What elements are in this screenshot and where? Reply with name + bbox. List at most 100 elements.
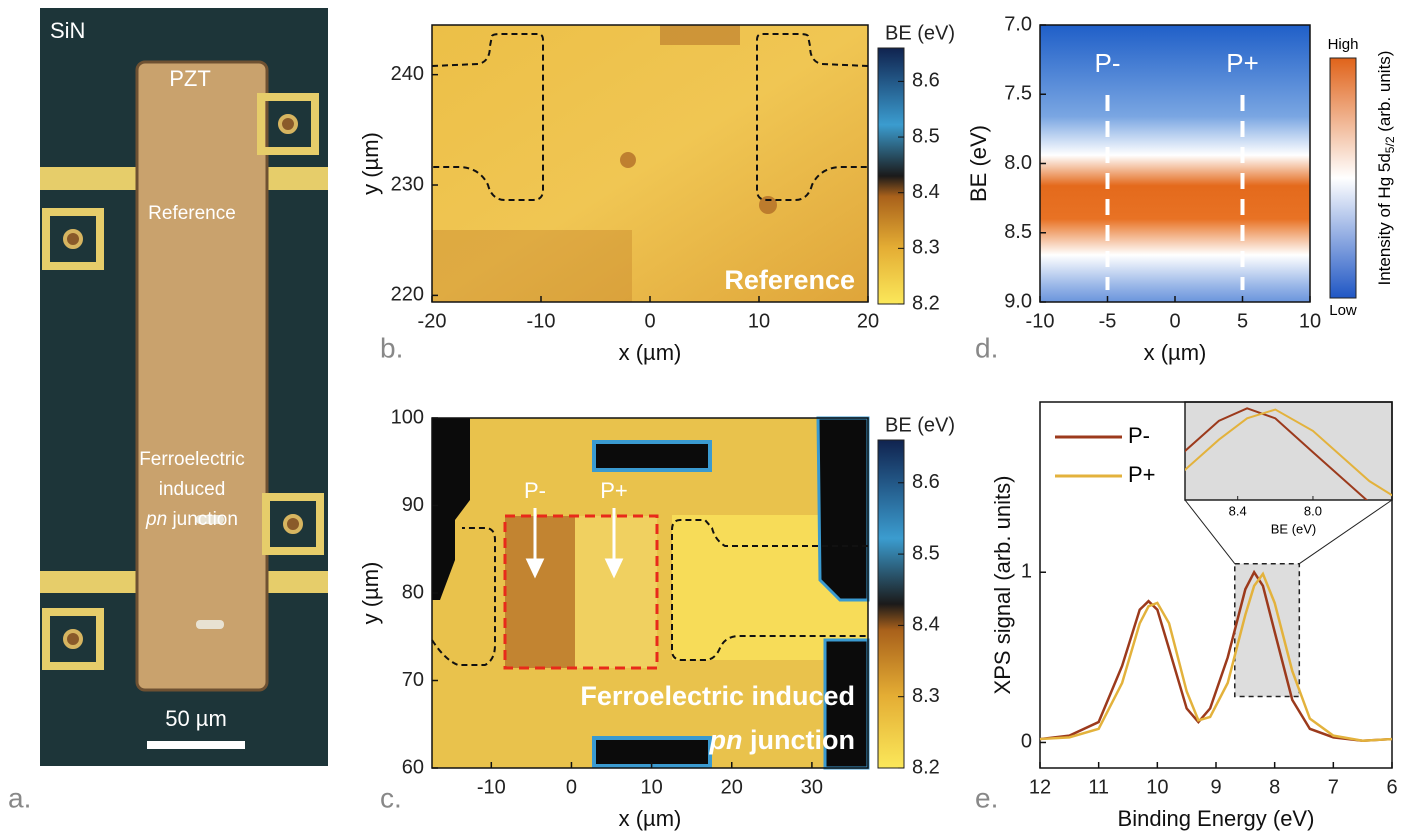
series-line — [1040, 574, 1392, 741]
x-tick-label: 12 — [1029, 776, 1051, 798]
y-tick-label: 90 — [402, 494, 424, 516]
y-tick-label: 0 — [1021, 731, 1032, 753]
colorbar-tick-label: 8.5 — [912, 125, 940, 147]
colorbar-low: Low — [1329, 302, 1357, 319]
figure: SiN PZT Reference Ferroelectric induced … — [0, 0, 1413, 836]
x-tick-label: 11 — [1088, 776, 1109, 798]
marker-label: P+ — [1226, 48, 1259, 78]
colorbar-title-sub: 5/2 — [1383, 136, 1397, 153]
panel-letter: d. — [975, 332, 998, 363]
annotation: Ferroelectric induced — [580, 681, 855, 711]
label: junction — [167, 509, 238, 530]
y-tick-label: 8.5 — [1004, 221, 1032, 243]
colorbar-tick-label: 8.6 — [912, 70, 940, 92]
legend-label: P- — [1128, 423, 1150, 448]
x-axis-label: x (µm) — [619, 340, 682, 365]
label-italic: pn — [145, 509, 167, 530]
y-tick-label: 100 — [391, 406, 424, 428]
y-axis-label: XPS signal (arb. units) — [990, 476, 1015, 695]
x-tick-label: 0 — [644, 310, 655, 332]
x-axis-label: x (µm) — [1144, 340, 1207, 365]
inset-x-tick-label: 8.4 — [1229, 503, 1247, 518]
colorbar-tick-label: 8.4 — [912, 181, 940, 203]
optical-image — [40, 8, 328, 766]
colorbar — [1330, 58, 1356, 298]
marker-label: P- — [1095, 48, 1121, 78]
panel-letter: e. — [975, 782, 998, 813]
x-tick-label: 5 — [1237, 310, 1248, 332]
colorbar-tick-label: 8.2 — [912, 292, 940, 314]
x-tick-label: 0 — [566, 776, 577, 798]
label: SiN — [50, 18, 85, 43]
marker-label: P+ — [600, 478, 628, 503]
y-axis-label: y (µm) — [358, 562, 383, 625]
panel-letter: c. — [380, 782, 402, 813]
x-tick-label: 20 — [857, 310, 879, 332]
y-tick-label: 240 — [391, 63, 424, 85]
annotation: pn junction — [709, 725, 855, 755]
y-axis-label: y (µm) — [358, 132, 383, 195]
x-tick-label: 0 — [1169, 310, 1180, 332]
x-tick-label: 9 — [1210, 776, 1221, 798]
zoom-line — [1185, 500, 1235, 564]
x-tick-label: -10 — [1026, 310, 1055, 332]
y-tick-label: 8.0 — [1004, 152, 1032, 174]
x-tick-label: -10 — [477, 776, 506, 798]
heatmap-image — [432, 25, 868, 302]
label: induced — [159, 479, 226, 500]
y-tick-label: 80 — [402, 581, 424, 603]
colorbar-title: BE (eV) — [885, 22, 955, 44]
heatmap-image — [432, 418, 868, 768]
y-tick-label: 230 — [391, 173, 424, 195]
series-line — [1040, 572, 1392, 741]
annotation-italic: pn — [709, 725, 743, 755]
colorbar-title: Intensity of Hg 5d5/2 (arb. units) — [1375, 51, 1397, 286]
x-tick-label: 7 — [1328, 776, 1339, 798]
colorbar-tick-label: 8.2 — [912, 756, 940, 778]
colorbar-tick-label: 8.3 — [912, 237, 940, 259]
x-axis-label: x (µm) — [619, 806, 682, 831]
annotation: Reference — [724, 265, 855, 295]
legend-label: P+ — [1128, 462, 1156, 487]
colorbar-tick-label: 8.4 — [912, 614, 940, 636]
annotation: junction — [743, 725, 855, 755]
colorbar-title: Intensity of Hg 5d — [1375, 153, 1394, 285]
x-tick-label: 10 — [640, 776, 662, 798]
x-tick-label: 10 — [1299, 310, 1321, 332]
panel-letter: a. — [8, 782, 31, 813]
label: PZT — [169, 66, 211, 91]
colorbar-title: BE (eV) — [885, 414, 955, 436]
x-tick-label: 20 — [721, 776, 743, 798]
x-tick-label: 10 — [1146, 776, 1168, 798]
y-tick-label: 7.0 — [1004, 13, 1032, 35]
page: SiN PZT Reference Ferroelectric induced … — [0, 0, 1413, 836]
colorbar-title: (arb. units) — [1375, 51, 1394, 137]
colorbar-tick-label: 8.3 — [912, 685, 940, 707]
x-tick-label: 8 — [1269, 776, 1280, 798]
inset-x-label: BE (eV) — [1271, 521, 1317, 536]
heatmap-image — [1040, 25, 1310, 302]
panel-letter: b. — [380, 332, 403, 363]
colorbar-high: High — [1328, 36, 1359, 53]
y-tick-label: 70 — [402, 669, 424, 691]
label: Ferroelectric — [139, 449, 245, 470]
y-tick-label: 220 — [391, 284, 424, 306]
scalebar-label: 50 µm — [165, 706, 227, 731]
colorbar — [878, 440, 904, 768]
colorbar-tick-label: 8.6 — [912, 471, 940, 493]
y-tick-label: 1 — [1021, 561, 1032, 583]
marker-label: P- — [524, 478, 546, 503]
x-tick-label: 30 — [801, 776, 823, 798]
x-tick-label: -5 — [1099, 310, 1117, 332]
x-tick-label: 10 — [748, 310, 770, 332]
y-tick-label: 60 — [402, 756, 424, 778]
label: pn junction — [145, 509, 238, 530]
x-tick-label: -10 — [527, 310, 556, 332]
colorbar — [878, 48, 904, 304]
y-tick-label: 9.0 — [1004, 290, 1032, 312]
x-tick-label: 6 — [1386, 776, 1397, 798]
x-tick-label: -20 — [418, 310, 447, 332]
y-axis-label: BE (eV) — [966, 125, 991, 202]
x-axis-label: Binding Energy (eV) — [1118, 806, 1315, 831]
y-tick-label: 7.5 — [1004, 83, 1032, 105]
